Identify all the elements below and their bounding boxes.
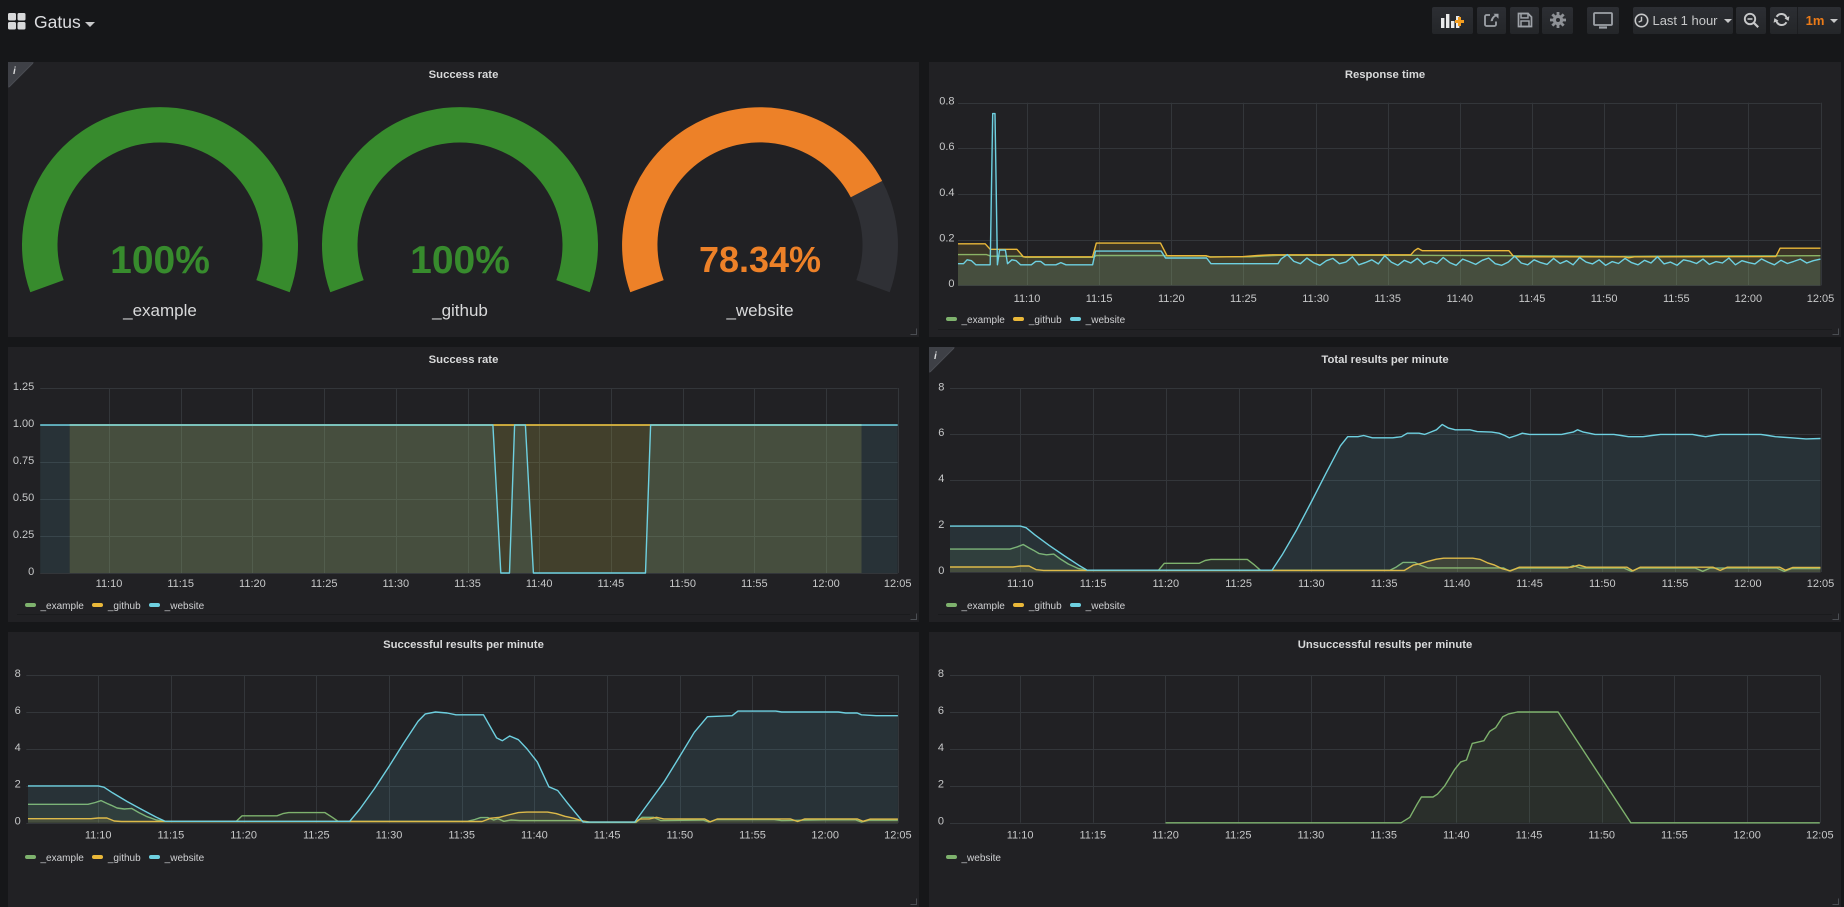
svg-text:11:10: 11:10 <box>1007 578 1034 590</box>
svg-text:11:20: 11:20 <box>239 578 266 590</box>
svg-text:0.25: 0.25 <box>13 529 34 541</box>
svg-text:0.50: 0.50 <box>13 492 34 504</box>
svg-text:11:40: 11:40 <box>521 829 548 841</box>
svg-text:1.00: 1.00 <box>13 418 34 430</box>
svg-text:11:15: 11:15 <box>1079 829 1106 841</box>
svg-text:11:50: 11:50 <box>1588 829 1615 841</box>
svg-text:12:05: 12:05 <box>1806 829 1834 841</box>
svg-text:0: 0 <box>938 565 944 577</box>
svg-text:11:50: 11:50 <box>669 578 696 590</box>
svg-text:1.25: 1.25 <box>13 381 34 393</box>
svg-text:11:50: 11:50 <box>1591 293 1618 305</box>
svg-text:_example: _example <box>122 301 197 320</box>
svg-text:11:25: 11:25 <box>311 578 338 590</box>
svg-text:11:20: 11:20 <box>1152 829 1179 841</box>
svg-text:11:35: 11:35 <box>454 578 481 590</box>
svg-text:12:00: 12:00 <box>811 829 839 841</box>
svg-text:0: 0 <box>948 278 954 290</box>
svg-text:11:35: 11:35 <box>448 829 475 841</box>
svg-text:11:55: 11:55 <box>1663 293 1690 305</box>
svg-text:11:40: 11:40 <box>526 578 553 590</box>
svg-text:11:35: 11:35 <box>1374 293 1401 305</box>
svg-text:11:15: 11:15 <box>1086 293 1113 305</box>
svg-text:12:00: 12:00 <box>1735 293 1763 305</box>
svg-text:11:15: 11:15 <box>158 829 185 841</box>
svg-text:11:50: 11:50 <box>1589 578 1616 590</box>
svg-text:4: 4 <box>938 742 944 754</box>
svg-text:11:45: 11:45 <box>1516 829 1543 841</box>
svg-text:11:20: 11:20 <box>230 829 257 841</box>
svg-text:11:20: 11:20 <box>1158 293 1185 305</box>
svg-text:12:05: 12:05 <box>884 829 912 841</box>
svg-text:11:25: 11:25 <box>1225 578 1252 590</box>
svg-text:11:45: 11:45 <box>594 829 621 841</box>
svg-text:11:15: 11:15 <box>167 578 194 590</box>
svg-text:12:05: 12:05 <box>884 578 912 590</box>
svg-text:0: 0 <box>938 816 944 828</box>
svg-text:11:25: 11:25 <box>1230 293 1257 305</box>
svg-text:11:55: 11:55 <box>1662 578 1689 590</box>
svg-text:11:40: 11:40 <box>1443 578 1470 590</box>
svg-text:11:45: 11:45 <box>598 578 625 590</box>
svg-text:8: 8 <box>938 668 944 680</box>
svg-text:0.4: 0.4 <box>939 187 954 199</box>
svg-text:6: 6 <box>938 427 944 439</box>
svg-text:12:00: 12:00 <box>812 578 840 590</box>
svg-text:11:55: 11:55 <box>739 829 766 841</box>
svg-text:8: 8 <box>15 668 21 680</box>
svg-text:100%: 100% <box>110 239 210 282</box>
svg-text:11:30: 11:30 <box>376 829 403 841</box>
svg-text:6: 6 <box>15 705 21 717</box>
svg-text:11:30: 11:30 <box>1298 578 1325 590</box>
svg-text:11:30: 11:30 <box>382 578 409 590</box>
svg-text:0.6: 0.6 <box>939 141 954 153</box>
svg-text:11:45: 11:45 <box>1519 293 1546 305</box>
svg-text:11:35: 11:35 <box>1370 829 1397 841</box>
svg-text:12:00: 12:00 <box>1733 829 1761 841</box>
svg-text:11:10: 11:10 <box>85 829 112 841</box>
svg-text:11:30: 11:30 <box>1298 829 1325 841</box>
svg-text:i: i <box>13 66 16 77</box>
svg-text:11:25: 11:25 <box>303 829 330 841</box>
svg-text:2: 2 <box>938 779 944 791</box>
svg-text:0: 0 <box>15 816 21 828</box>
svg-text:11:10: 11:10 <box>1014 293 1041 305</box>
svg-text:100%: 100% <box>410 239 510 282</box>
svg-text:0.2: 0.2 <box>939 233 954 245</box>
svg-text:2: 2 <box>15 779 21 791</box>
svg-text:4: 4 <box>938 473 944 485</box>
svg-text:4: 4 <box>15 742 21 754</box>
svg-text:11:55: 11:55 <box>741 578 768 590</box>
svg-text:11:40: 11:40 <box>1443 829 1470 841</box>
svg-text:11:10: 11:10 <box>1007 829 1034 841</box>
svg-text:i: i <box>934 351 937 362</box>
svg-text:11:45: 11:45 <box>1516 578 1543 590</box>
svg-text:11:20: 11:20 <box>1152 578 1179 590</box>
svg-text:_website: _website <box>725 301 793 320</box>
svg-text:12:05: 12:05 <box>1807 293 1835 305</box>
svg-text:8: 8 <box>938 381 944 393</box>
svg-text:_github: _github <box>431 301 488 320</box>
svg-text:12:00: 12:00 <box>1734 578 1762 590</box>
svg-text:11:10: 11:10 <box>96 578 123 590</box>
svg-text:11:50: 11:50 <box>666 829 693 841</box>
svg-text:0.8: 0.8 <box>939 96 954 108</box>
svg-text:12:05: 12:05 <box>1807 578 1835 590</box>
svg-text:0: 0 <box>28 566 34 578</box>
svg-text:11:55: 11:55 <box>1661 829 1688 841</box>
svg-text:2: 2 <box>938 519 944 531</box>
svg-text:11:30: 11:30 <box>1302 293 1329 305</box>
svg-text:11:25: 11:25 <box>1225 829 1252 841</box>
svg-text:11:15: 11:15 <box>1080 578 1107 590</box>
svg-text:6: 6 <box>938 705 944 717</box>
svg-text:11:40: 11:40 <box>1446 293 1473 305</box>
svg-text:78.34%: 78.34% <box>699 239 821 280</box>
svg-text:0.75: 0.75 <box>13 455 34 467</box>
svg-text:11:35: 11:35 <box>1371 578 1398 590</box>
